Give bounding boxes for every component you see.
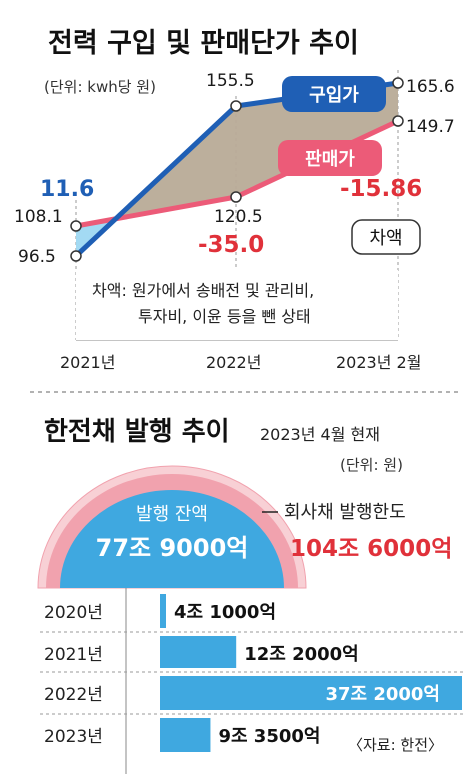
legend-difference-label: 차액	[369, 228, 402, 249]
x-tick-label-2022: 2022년	[206, 353, 261, 372]
source-label: 〈자료: 한전〉	[348, 736, 443, 754]
legend-purchase-label: 구입가	[309, 84, 359, 106]
line-chart-title: 전력 구입 및 판매단가 추이	[48, 28, 359, 59]
value-label-sale-2021: 108.1	[14, 207, 63, 227]
category-label-2022: 2022년	[44, 685, 103, 705]
bar-2023	[160, 718, 211, 752]
legend-difference: 차액	[351, 219, 421, 255]
x-tick-label-2021: 2021년	[60, 353, 115, 372]
bar-chart-title: 한전채 발행 추이	[44, 417, 230, 447]
bar-value-label-2023: 9조 3500억	[218, 726, 320, 747]
bar-value-label-2022: 37조 2000억	[325, 684, 440, 705]
year-gridlines	[40, 631, 466, 715]
category-label-2023: 2023년	[44, 727, 103, 747]
legend-sale: 판매가	[278, 140, 382, 176]
issuance-gauge: 발행 잔액 77조 9000억	[37, 465, 307, 589]
value-label-purchase-2021: 96.5	[18, 247, 56, 267]
data-point-purchase-2022	[230, 100, 242, 112]
legend-purchase: 구입가	[282, 76, 386, 112]
note-box	[76, 270, 398, 340]
bar-2020	[160, 594, 166, 628]
category-label-2020: 2020년	[44, 603, 103, 623]
bar-2021	[160, 636, 237, 668]
value-label-purchase-2023: 165.6	[406, 77, 455, 97]
x-tick-label-2023: 2023년 2월	[336, 353, 421, 372]
value-label-purchase-2022: 155.5	[206, 71, 255, 91]
category-label-2021: 2021년	[44, 645, 103, 665]
gauge-balance-value: 77조 9000억	[96, 534, 249, 562]
data-point-sale-2023	[392, 115, 404, 127]
data-point-sale-2022	[230, 191, 242, 203]
line-chart-unit: (단위: kwh당 원)	[44, 78, 156, 96]
difference-area-negative	[115, 83, 398, 219]
difference-label-2021: 11.6	[40, 177, 94, 202]
legend-sale-box	[278, 140, 382, 176]
legend-difference-box	[351, 219, 421, 255]
gauge-balance-bubble	[60, 490, 284, 588]
data-point-purchase-2021	[70, 250, 82, 262]
limit-value: 104조 6000억	[290, 536, 452, 562]
legend-sale-label: 판매가	[305, 149, 355, 170]
data-point-sale-2021	[70, 220, 82, 232]
gauge-balance-label: 발행 잔액	[136, 504, 208, 525]
bar-value-label-2020: 4조 1000억	[174, 602, 276, 623]
bar-value-label-2021: 12조 2000억	[244, 644, 359, 665]
bar-chart-as-of: 2023년 4월 현재	[260, 425, 380, 444]
legend-purchase-box	[282, 76, 386, 112]
bar-2022	[160, 676, 462, 710]
note-line-2: 투자비, 이윤 등을 뺀 상태	[138, 307, 311, 326]
difference-label-2023: -15.86	[340, 176, 422, 202]
difference-label-2022: -35.0	[198, 232, 264, 258]
value-label-sale-2023: 149.7	[406, 117, 455, 137]
note-line-1: 차액: 원가에서 송배전 및 관리비,	[92, 281, 314, 300]
limit-label: 회사채 발행한도	[284, 502, 406, 523]
value-label-sale-2022: 120.5	[214, 207, 263, 227]
bar-chart-unit: (단위: 원)	[340, 456, 403, 474]
data-point-purchase-2023	[392, 77, 404, 89]
